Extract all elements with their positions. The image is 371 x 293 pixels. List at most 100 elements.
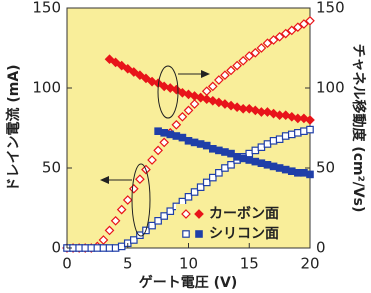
point <box>269 137 278 145</box>
point <box>110 215 121 226</box>
point <box>135 174 145 185</box>
y2-tick-label: 50 <box>316 159 335 177</box>
annotation-ellipse <box>157 65 179 119</box>
point <box>178 197 187 206</box>
x-tick-label: 0 <box>62 255 72 273</box>
point <box>286 25 297 36</box>
annotation-arrowhead <box>100 176 109 184</box>
point <box>183 105 194 116</box>
y2-tick-label: 0 <box>316 239 326 257</box>
point <box>232 60 242 71</box>
point <box>269 162 278 171</box>
point <box>93 244 102 252</box>
point <box>268 35 279 45</box>
point <box>184 193 193 201</box>
point <box>209 173 217 182</box>
legend-label: カーボン面 <box>209 206 279 222</box>
y2-tick-label: 150 <box>316 0 345 17</box>
point <box>287 167 296 176</box>
point <box>214 75 224 85</box>
point <box>202 178 211 187</box>
point <box>245 149 254 158</box>
point <box>153 145 163 156</box>
point <box>207 81 218 92</box>
point <box>227 161 235 169</box>
point <box>280 28 291 39</box>
point <box>294 129 302 137</box>
point <box>81 244 90 252</box>
x-tick-label: 15 <box>240 255 259 273</box>
point <box>251 146 260 155</box>
legend-label: シリコン面 <box>209 226 279 242</box>
marks <box>62 15 315 253</box>
point <box>226 65 236 76</box>
point <box>166 130 175 139</box>
point <box>306 125 314 134</box>
point <box>184 137 193 145</box>
point <box>300 127 308 136</box>
point <box>122 195 133 205</box>
point <box>141 73 151 84</box>
point <box>305 115 315 125</box>
point <box>233 153 241 161</box>
point <box>299 19 309 29</box>
point <box>104 225 115 236</box>
point <box>257 159 266 168</box>
point <box>87 244 96 252</box>
point <box>190 188 199 196</box>
point <box>160 129 169 137</box>
annotation-ellipse <box>131 163 151 237</box>
point <box>135 70 145 81</box>
point <box>171 119 182 130</box>
point <box>154 127 162 136</box>
legend-swatch <box>182 230 190 238</box>
point <box>294 169 302 177</box>
annotation-arrowhead <box>201 70 210 78</box>
legend-swatch <box>195 230 203 238</box>
point <box>104 54 115 65</box>
point <box>202 141 211 150</box>
point <box>227 149 235 158</box>
legend-swatch <box>181 209 191 219</box>
point <box>110 57 121 68</box>
point <box>189 99 200 109</box>
point <box>274 31 285 42</box>
y-axis-title: ドレイン電流 (mA) <box>5 64 22 191</box>
point <box>99 244 108 252</box>
point <box>256 43 267 53</box>
y-tick-label: 100 <box>32 79 61 97</box>
point <box>130 236 138 244</box>
point <box>172 132 181 140</box>
point <box>117 242 126 251</box>
point <box>159 137 170 148</box>
point <box>244 51 255 61</box>
point <box>128 67 139 77</box>
point <box>160 212 169 220</box>
point <box>122 63 133 74</box>
point <box>220 70 230 81</box>
point <box>287 130 296 139</box>
point <box>215 169 223 177</box>
point <box>221 164 229 172</box>
point <box>190 138 199 147</box>
point <box>251 157 260 166</box>
point <box>281 132 290 140</box>
point <box>250 47 261 58</box>
x-tick-label: 10 <box>179 255 198 273</box>
point <box>300 169 308 177</box>
point <box>166 207 175 216</box>
point <box>306 170 314 179</box>
y-tick-label: 50 <box>42 159 61 177</box>
point <box>245 156 254 164</box>
point <box>221 148 229 156</box>
x-tick-label: 5 <box>123 255 133 273</box>
point <box>196 140 205 148</box>
point <box>75 244 83 252</box>
point <box>209 145 217 153</box>
point <box>98 235 109 245</box>
point <box>275 135 284 144</box>
point <box>250 105 261 116</box>
point <box>305 15 315 26</box>
x-axis-title: ゲート電圧 (V) <box>139 274 238 291</box>
